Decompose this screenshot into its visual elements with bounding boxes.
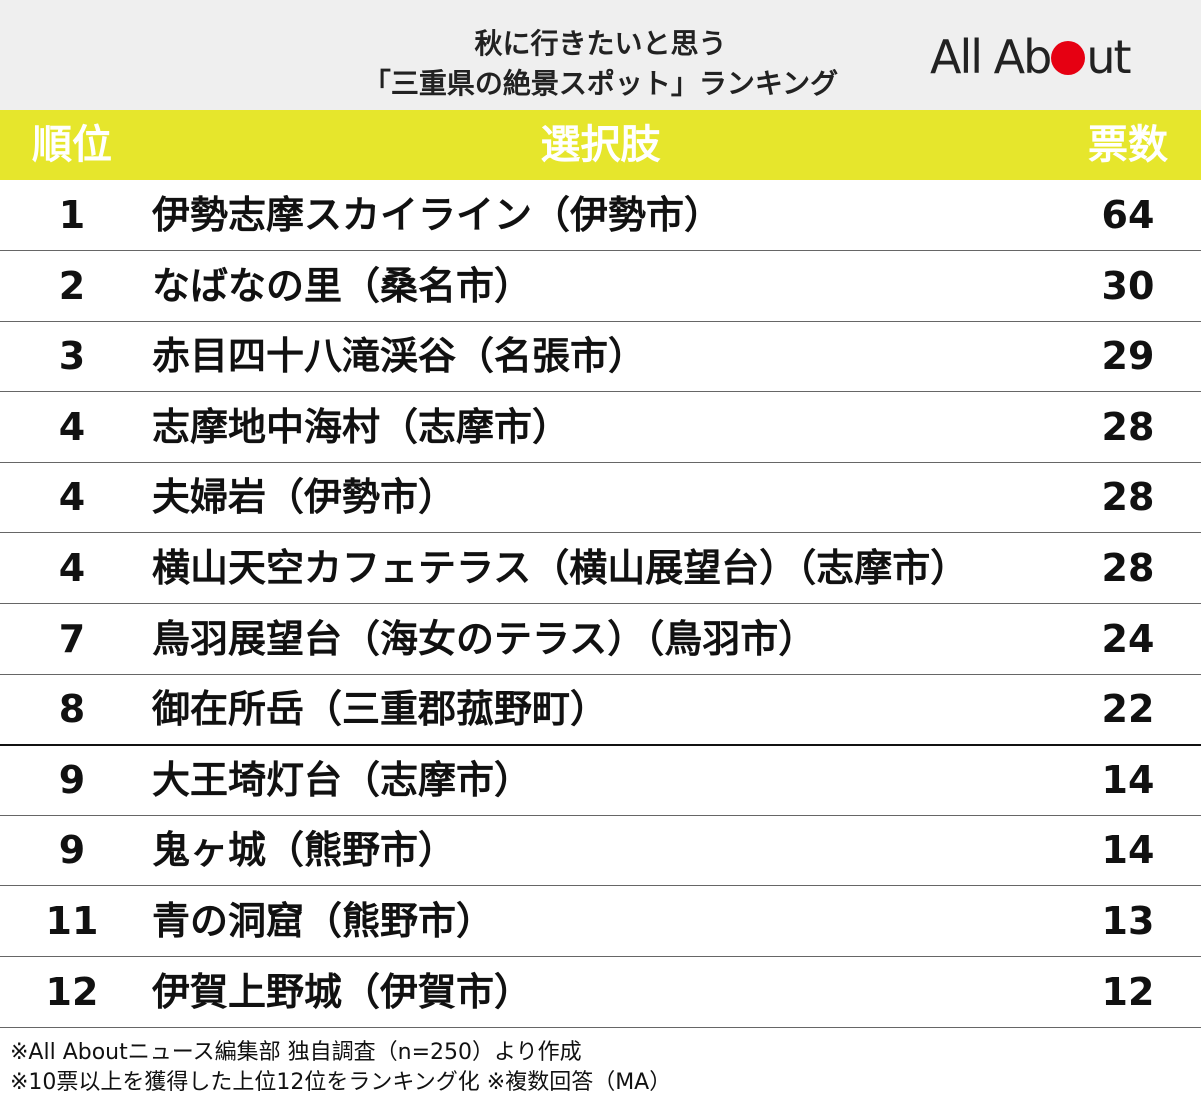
table-row: 4 横山天空カフェテラス（横山展望台）（志摩市） 28: [0, 533, 1201, 604]
choice-cell: 鳥羽展望台（海女のテラス）（鳥羽市）: [152, 616, 817, 661]
table-row: 4 志摩地中海村（志摩市） 28: [0, 392, 1201, 463]
rank-cell: 1: [58, 193, 86, 237]
choice-cell: 夫婦岩（伊勢市）: [152, 475, 457, 520]
choice-cell: 赤目四十八滝渓谷（名張市）: [152, 334, 647, 379]
logo-text: All Ab: [930, 30, 1052, 84]
choice-cell: 伊勢志摩スカイライン（伊勢市）: [152, 193, 723, 237]
votes-cell: 29: [1101, 334, 1155, 379]
rank-cell: 4: [58, 475, 86, 520]
table-row: 3 赤目四十八滝渓谷（名張市） 29: [0, 321, 1201, 393]
choice-cell: 伊賀上野城（伊賀市）: [152, 969, 533, 1014]
title-line: 「三重県の絶景スポット」ランキング: [362, 67, 839, 100]
choice-cell: 御在所岳（三重郡菰野町）: [152, 687, 609, 732]
votes-cell: 14: [1101, 828, 1155, 873]
votes-cell: 13: [1101, 899, 1155, 943]
rank-cell: 8: [58, 687, 86, 732]
column-header: 票数: [1088, 122, 1168, 168]
votes-cell: 64: [1101, 193, 1155, 237]
rank-cell: 9: [58, 828, 86, 873]
title-line: 秋に行きたいと思う: [474, 27, 727, 60]
votes-cell: 30: [1101, 263, 1155, 308]
table-row: 4 夫婦岩（伊勢市） 28: [0, 462, 1201, 534]
choice-cell: なばなの里（桑名市）: [152, 263, 533, 308]
table-row: 12 伊賀上野城（伊賀市） 12: [0, 957, 1201, 1028]
choice-cell: 志摩地中海村（志摩市）: [152, 404, 571, 449]
header: 秋に行きたいと思う 「三重県の絶景スポット」ランキング All Ab ut: [0, 0, 1201, 110]
logo-dot: [1051, 41, 1086, 75]
column-header: 選択肢: [540, 122, 661, 168]
rank-cell: 2: [58, 263, 86, 308]
votes-cell: 14: [1101, 757, 1155, 802]
footnote: ※All Aboutニュース編集部 独自調査（n=250）より作成: [10, 1040, 582, 1065]
table-row: 9 大王埼灯台（志摩市） 14: [0, 745, 1201, 816]
choice-cell: 鬼ヶ城（熊野市）: [152, 828, 457, 873]
table-row: 2 なばなの里（桑名市） 30: [0, 251, 1201, 322]
rank-cell: 4: [58, 546, 86, 590]
rank-cell: 9: [58, 757, 86, 802]
rank-cell: 12: [45, 969, 99, 1014]
votes-cell: 24: [1101, 616, 1155, 661]
footnote: ※10票以上を獲得した上位12位をランキング化 ※複数回答（MA）: [10, 1070, 672, 1095]
column-header: 順位: [32, 122, 112, 168]
logo: All Ab ut: [930, 30, 1132, 84]
table-row: 9 鬼ヶ城（熊野市） 14: [0, 815, 1201, 887]
votes-cell: 22: [1101, 687, 1155, 732]
rank-cell: 11: [45, 899, 99, 943]
votes-cell: 12: [1101, 969, 1155, 1014]
choice-cell: 大王埼灯台（志摩市）: [152, 757, 533, 802]
votes-cell: 28: [1101, 404, 1155, 449]
table-row: 7 鳥羽展望台（海女のテラス）（鳥羽市） 24: [0, 604, 1201, 675]
logo-text: ut: [1086, 30, 1131, 84]
rank-cell: 3: [58, 334, 86, 379]
table-row: 8 御在所岳（三重郡菰野町） 22: [0, 674, 1201, 747]
table-header: 順位 選択肢 票数: [0, 110, 1201, 180]
votes-cell: 28: [1101, 546, 1155, 590]
votes-cell: 28: [1101, 475, 1155, 520]
choice-cell: 横山天空カフェテラス（横山展望台）（志摩市）: [152, 546, 969, 590]
choice-cell: 青の洞窟（熊野市）: [152, 899, 495, 943]
table-row: 11 青の洞窟（熊野市） 13: [0, 886, 1201, 957]
rank-cell: 7: [58, 616, 86, 661]
table-row: 1 伊勢志摩スカイライン（伊勢市） 64: [0, 180, 1201, 251]
rank-cell: 4: [58, 404, 86, 449]
